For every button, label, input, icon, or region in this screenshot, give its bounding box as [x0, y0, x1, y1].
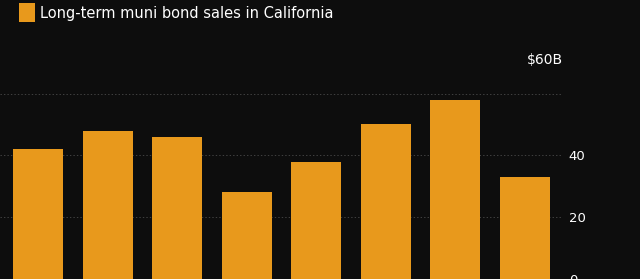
- Bar: [291, 162, 341, 279]
- Text: $60B: $60B: [527, 53, 563, 67]
- Text: Long-term muni bond sales in California: Long-term muni bond sales in California: [40, 6, 334, 21]
- Bar: [13, 149, 63, 279]
- Bar: [500, 177, 550, 279]
- Bar: [83, 131, 133, 279]
- Bar: [152, 137, 202, 279]
- Bar: [222, 193, 272, 279]
- Bar: [430, 100, 481, 279]
- Bar: [361, 124, 411, 279]
